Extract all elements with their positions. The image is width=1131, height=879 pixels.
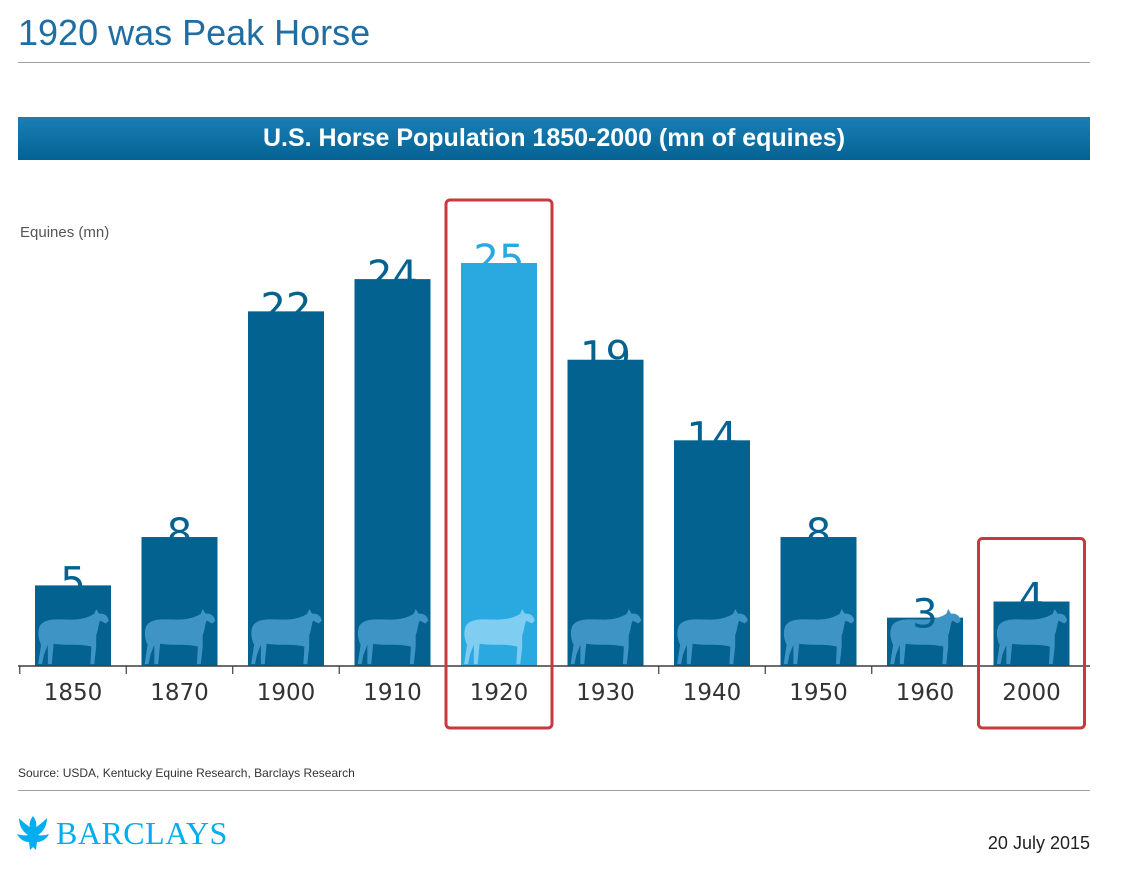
value-label-1910: 24 [367,253,418,299]
footer-divider [18,790,1090,791]
x-tick-label-1850: 1850 [44,680,103,706]
value-label-1960: 3 [912,592,937,638]
eagle-icon [17,816,49,850]
value-label-2000: 4 [1019,576,1044,622]
value-label-1930: 19 [580,334,631,380]
x-tick-label-1930: 1930 [576,680,635,706]
source-note: Source: USDA, Kentucky Equine Research, … [18,766,355,780]
value-label-1900: 22 [261,285,312,331]
value-label-1920: 25 [474,237,525,283]
x-tick-label-1900: 1900 [257,680,316,706]
bar-1900 [248,311,324,666]
report-date: 20 July 2015 [987,833,1090,853]
highlight-box-2000 [977,537,1086,730]
bar-1910 [354,279,431,666]
x-tick-label-2000: 2000 [1002,680,1061,706]
chart-title: U.S. Horse Population 1850-2000 (mn of e… [18,117,1090,160]
x-tick-label-1940: 1940 [683,680,742,706]
x-tick-label-1960: 1960 [896,680,955,706]
x-tick-label-1910: 1910 [363,680,422,706]
value-label-1950: 8 [806,511,831,557]
x-tick-label-1870: 1870 [150,680,209,706]
y-axis-label: Equines (mn) [20,224,109,241]
bar-1920 [461,263,537,666]
logo-text: BARCLAYS [56,814,228,851]
value-label-1940: 14 [687,414,738,460]
value-label-1850: 5 [60,559,85,605]
x-tick-label-1920: 1920 [470,680,529,706]
barclays-logo: BARCLAYS [16,814,228,852]
highlight-box-1920 [444,198,554,730]
title-divider [18,62,1090,63]
value-label-1870: 8 [167,511,192,557]
x-tick-label-1950: 1950 [789,680,848,706]
page-title: 1920 was Peak Horse [18,12,371,53]
